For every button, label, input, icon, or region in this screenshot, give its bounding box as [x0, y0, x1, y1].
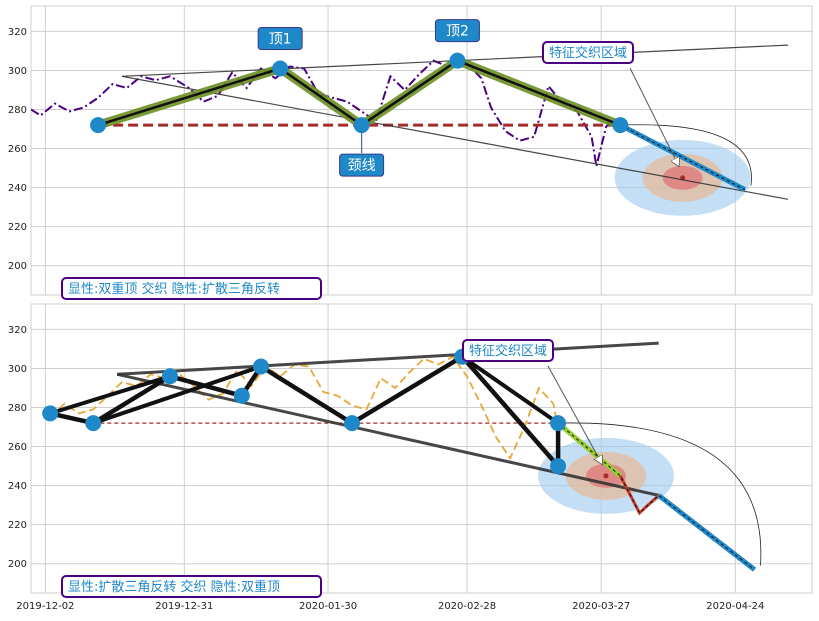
x-axis: 2019-12-02 2019-12-31 2020-01-30 2020-02-28…: [16, 601, 764, 612]
neckline-badge: 颈线: [348, 158, 376, 174]
y-tick-label: 300: [8, 66, 27, 77]
panel-caption-bottom: 显性:扩散三角反转 交织 隐性:双重顶: [68, 579, 280, 595]
forecast-line: [620, 124, 746, 191]
zone-arrow-bottom: [547, 365, 602, 464]
pattern-point: [252, 358, 269, 375]
y-tick-label: 320: [8, 325, 27, 336]
zone-arrow-top: [629, 67, 679, 166]
price-series: [31, 57, 612, 167]
top2-badge: 顶2: [446, 24, 469, 40]
y-tick-label: 280: [8, 403, 27, 414]
zone-label-top: 特征交织区域: [549, 45, 627, 61]
plot-area: [31, 44, 789, 216]
y-tick-label: 200: [8, 261, 27, 272]
panel-caption-bottom-box: [61, 575, 322, 598]
y-tick-label: 240: [8, 183, 27, 194]
zone-label-bottom-box: [462, 339, 554, 362]
y-tick-label: 200: [8, 559, 27, 570]
top1-badge-box: [257, 26, 303, 50]
y-tick-label: 260: [8, 442, 27, 453]
plot-area: [42, 341, 762, 572]
x-tick-label: 2020-04-24: [706, 601, 764, 612]
pattern-point: [612, 117, 629, 134]
pattern-segment: [49, 374, 171, 416]
trend-line: [117, 341, 659, 376]
pattern-point: [353, 117, 370, 134]
top-panel: 200 220 240 260 280 300 320 顶1 顶2 颈线 特征交织区域显性:双重顶 …: [8, 5, 813, 300]
x-tick-label: 2020-02-28: [438, 601, 496, 612]
projection-arc: [620, 124, 752, 186]
top2-badge-box: [434, 19, 480, 43]
price-series: [49, 355, 559, 461]
projection-arc: [558, 422, 762, 566]
panel-caption-top: 显性:双重顶 交织 隐性:扩散三角反转: [68, 281, 280, 297]
pattern-point: [161, 368, 178, 385]
y-tick-label: 300: [8, 364, 27, 375]
pattern-point: [344, 415, 361, 432]
y-tick-label: 220: [8, 520, 27, 531]
y-tick-label: 240: [8, 481, 27, 492]
pattern-point: [449, 52, 466, 69]
zone-label-bottom: 特征交织区域: [469, 343, 547, 359]
trend-line: [116, 372, 660, 497]
x-tick-label: 2019-12-02: [16, 601, 74, 612]
x-tick-label: 2019-12-31: [155, 601, 213, 612]
pattern-point: [550, 458, 567, 475]
neckline-badge-box: [339, 153, 385, 177]
top1-badge: 顶1: [269, 31, 292, 47]
pattern-point: [42, 405, 59, 422]
y-tick-label: 280: [8, 105, 27, 116]
pattern-point: [272, 60, 289, 77]
pattern-point: [85, 415, 102, 432]
pattern-segment: [461, 355, 560, 425]
zone-center: [603, 473, 609, 479]
x-tick-label: 2020-03-27: [572, 601, 630, 612]
x-tick-label: 2020-01-30: [299, 601, 357, 612]
y-tick-label: 220: [8, 222, 27, 233]
pattern-segment: [92, 364, 262, 425]
y-tick-label: 260: [8, 144, 27, 155]
y-tick-label: 320: [8, 27, 27, 38]
pattern-point: [90, 117, 107, 134]
trend-line: [121, 75, 789, 200]
pattern-point: [233, 387, 250, 404]
zone-label-top-box: [542, 41, 634, 64]
pattern-point: [550, 415, 567, 432]
panel-caption-top-box: [61, 277, 322, 300]
plot-background: [30, 303, 813, 594]
